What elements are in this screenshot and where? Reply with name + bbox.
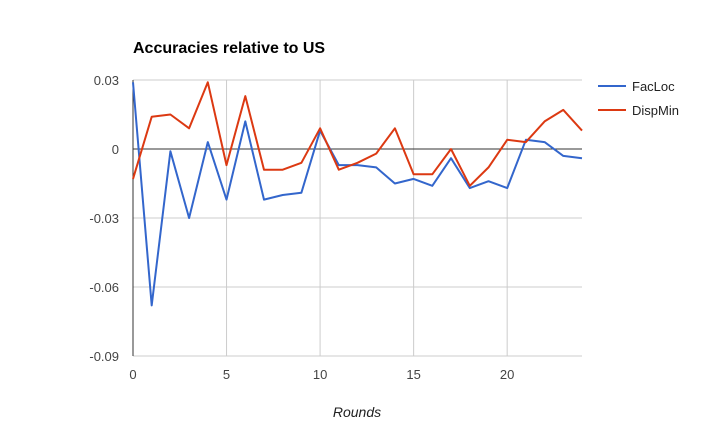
- y-axis-tick-labels: 0.03 0 -0.03 -0.06 -0.09: [89, 73, 119, 364]
- legend-label-facloc: FacLoc: [632, 79, 675, 94]
- y-tick-label: 0.03: [94, 73, 119, 88]
- gridlines: [133, 79, 582, 357]
- x-tick-label: 20: [500, 367, 514, 382]
- x-axis-label: Rounds: [333, 404, 381, 420]
- x-tick-label: 15: [406, 367, 420, 382]
- legend: FacLoc DispMin: [598, 79, 679, 118]
- y-tick-label: 0: [112, 142, 119, 157]
- x-axis-tick-labels: 0 5 10 15 20: [129, 367, 514, 382]
- series-line-dispmin: [132, 81, 583, 187]
- y-tick-label: -0.03: [89, 211, 119, 226]
- chart-title: Accuracies relative to US: [133, 40, 325, 57]
- series-layer: [132, 81, 583, 307]
- axes: [132, 80, 582, 356]
- legend-label-dispmin: DispMin: [632, 103, 679, 118]
- x-tick-label: 0: [129, 367, 136, 382]
- y-tick-label: -0.06: [89, 280, 119, 295]
- y-tick-label: -0.09: [89, 349, 119, 364]
- x-tick-label: 10: [313, 367, 327, 382]
- series-line-facloc: [132, 82, 583, 307]
- x-tick-label: 5: [223, 367, 230, 382]
